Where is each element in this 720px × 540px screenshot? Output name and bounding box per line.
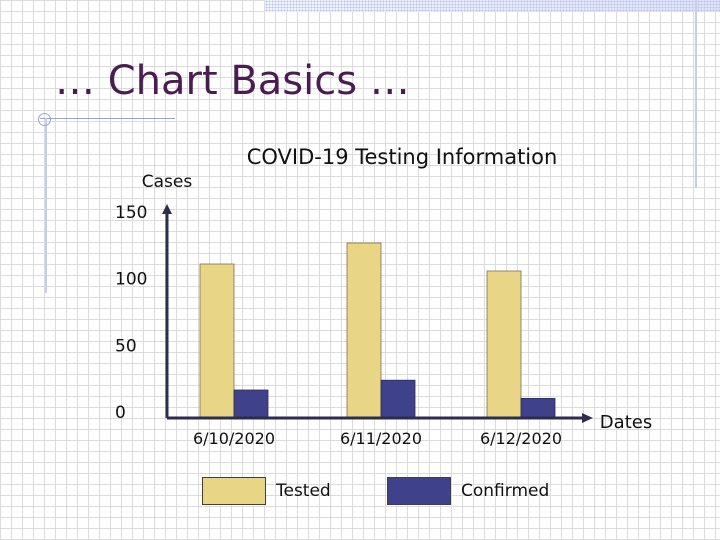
- x-tick-label: 6/11/2020: [340, 429, 422, 448]
- decorative-line-right: [695, 0, 697, 188]
- chart-title: COVID-19 Testing Information: [247, 145, 558, 169]
- decorative-line-left: [45, 118, 47, 293]
- decorative-ring: [38, 113, 51, 126]
- bar-confirmed-2: [520, 397, 556, 419]
- bar-confirmed-1: [380, 379, 416, 419]
- y-tick-label: 150: [115, 203, 147, 223]
- legend-swatch-confirmed: [387, 477, 451, 505]
- x-axis-label: Dates: [600, 412, 652, 433]
- legend-label-tested: Tested: [276, 481, 331, 501]
- bar-confirmed-0: [233, 389, 269, 419]
- legend-swatch-tested: [202, 477, 266, 505]
- bar-tested-0: [199, 263, 235, 419]
- slide-title: … Chart Basics …: [55, 58, 410, 104]
- x-axis-arrow: [582, 413, 593, 423]
- bar-tested-2: [486, 270, 522, 419]
- x-tick-label: 6/10/2020: [193, 429, 275, 448]
- y-axis-label: Cases: [142, 172, 193, 192]
- bar-tested-1: [346, 242, 382, 419]
- legend: Tested Confirmed: [0, 477, 720, 507]
- header-band: [265, 0, 720, 12]
- y-tick-label: 0: [115, 403, 126, 423]
- y-tick-label: 100: [115, 270, 147, 290]
- legend-label-confirmed: Confirmed: [461, 481, 550, 501]
- y-axis-arrow: [162, 204, 172, 214]
- x-tick-label: 6/12/2020: [480, 429, 562, 448]
- y-tick-label: 50: [115, 336, 137, 356]
- title-rule: [40, 118, 175, 119]
